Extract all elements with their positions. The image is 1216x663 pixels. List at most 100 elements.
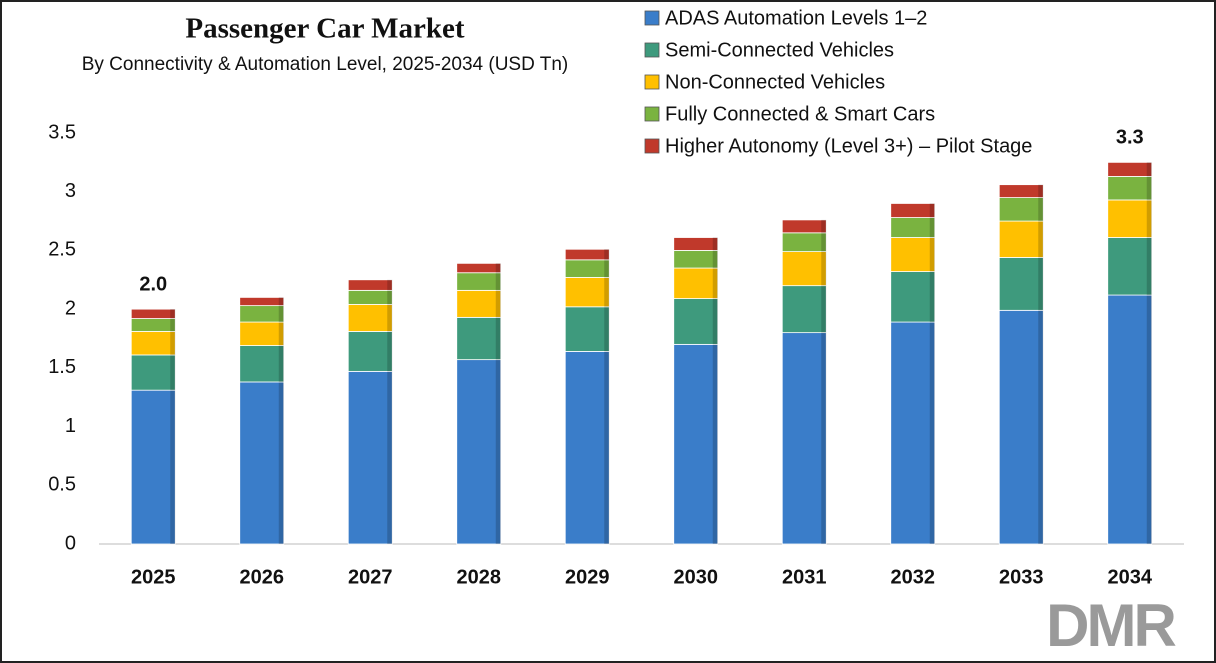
legend-swatch bbox=[644, 10, 660, 26]
bar-segment bbox=[347, 331, 393, 372]
bar-segment bbox=[130, 354, 176, 391]
bar-segment bbox=[1107, 294, 1153, 545]
y-tick-label: 2 bbox=[65, 297, 76, 319]
bar-shade bbox=[1146, 295, 1152, 544]
bar-shade bbox=[712, 268, 718, 299]
y-tick-label: 1.5 bbox=[48, 356, 76, 378]
bar-segment bbox=[239, 345, 285, 383]
bar-segment bbox=[781, 232, 827, 253]
bar-shade bbox=[821, 332, 827, 544]
bar-segment bbox=[130, 331, 176, 356]
bar-shade bbox=[1038, 310, 1044, 544]
bar-segment bbox=[890, 271, 936, 323]
bar-shade bbox=[1146, 162, 1152, 177]
total-label: 3.3 bbox=[1116, 127, 1144, 149]
x-tick-label: 2033 bbox=[999, 566, 1044, 588]
x-tick-label: 2030 bbox=[674, 566, 719, 588]
bar-shade bbox=[170, 390, 176, 544]
legend-label: Higher Autonomy (Level 3+) – Pilot Stage bbox=[665, 135, 1032, 157]
bar-segment bbox=[564, 306, 610, 352]
bar-shade bbox=[821, 285, 827, 333]
bar-shade bbox=[1038, 221, 1044, 258]
x-tick-label: 2025 bbox=[131, 566, 176, 588]
bar-segment bbox=[239, 296, 285, 307]
bar-segment bbox=[1107, 161, 1153, 177]
bar-segment bbox=[781, 251, 827, 287]
bar-segment bbox=[673, 298, 719, 345]
bar-segment bbox=[1107, 176, 1153, 201]
bar-shade bbox=[604, 351, 610, 544]
bar-shade bbox=[387, 279, 393, 291]
bar-shade bbox=[170, 354, 176, 391]
y-tick-label: 2.5 bbox=[48, 239, 76, 261]
bar-shade bbox=[1038, 184, 1044, 198]
bar-shade bbox=[170, 318, 176, 332]
bar-segment bbox=[347, 370, 393, 545]
bar-segment bbox=[239, 381, 285, 545]
bar-segment bbox=[673, 250, 719, 269]
bar-segment bbox=[347, 279, 393, 291]
bar-shade bbox=[929, 237, 935, 272]
bar-segment bbox=[890, 203, 936, 218]
y-tick-label: 0 bbox=[65, 532, 76, 554]
bar-shade bbox=[387, 304, 393, 332]
bar-segment bbox=[890, 321, 936, 545]
bar-shade bbox=[712, 250, 718, 269]
bar-segment bbox=[998, 184, 1044, 198]
logo: DMR bbox=[1046, 592, 1176, 659]
bar-segment bbox=[890, 217, 936, 238]
bar-segment bbox=[673, 343, 719, 545]
bar-segment bbox=[781, 332, 827, 545]
chart-subtitle: By Connectivity & Automation Level, 2025… bbox=[82, 54, 569, 75]
x-tick-label: 2029 bbox=[565, 566, 610, 588]
bar-segment bbox=[456, 316, 502, 361]
bar-shade bbox=[1146, 237, 1152, 296]
total-label: 2.0 bbox=[139, 273, 167, 295]
bar-shade bbox=[278, 345, 284, 382]
y-tick-label: 0.5 bbox=[48, 474, 76, 496]
bar-shade bbox=[170, 331, 176, 355]
bar-shade bbox=[278, 297, 284, 306]
legend-swatch bbox=[644, 138, 660, 154]
bar-segment bbox=[456, 272, 502, 291]
x-tick-label: 2027 bbox=[348, 566, 393, 588]
y-tick-label: 1 bbox=[65, 415, 76, 437]
bar-shade bbox=[495, 290, 501, 318]
bar-segment bbox=[890, 237, 936, 272]
bar-shade bbox=[929, 217, 935, 238]
bar-segment bbox=[347, 304, 393, 332]
bar-segment bbox=[456, 359, 502, 545]
bar-shade bbox=[604, 259, 610, 278]
x-tick-label: 2026 bbox=[240, 566, 285, 588]
bar-segment bbox=[781, 285, 827, 334]
bar-shade bbox=[495, 317, 501, 360]
bar-shade bbox=[712, 298, 718, 345]
x-tick-label: 2031 bbox=[782, 566, 827, 588]
bar-shade bbox=[495, 359, 501, 544]
y-tick-label: 3.5 bbox=[48, 121, 76, 143]
bar-shade bbox=[495, 272, 501, 291]
x-tick-label: 2032 bbox=[891, 566, 936, 588]
bar-shade bbox=[278, 305, 284, 323]
bar-shade bbox=[387, 371, 393, 544]
bar-shade bbox=[170, 309, 176, 319]
bar-shade bbox=[604, 277, 610, 307]
bar-segment bbox=[239, 321, 285, 346]
y-tick-label: 3 bbox=[65, 180, 76, 202]
bar-shade bbox=[387, 290, 393, 305]
bar-shade bbox=[495, 263, 501, 273]
bar-segment bbox=[781, 219, 827, 234]
bar-segment bbox=[456, 262, 502, 274]
legend-swatch bbox=[644, 42, 660, 58]
bar-segment bbox=[564, 248, 610, 261]
legend-label: Non-Connected Vehicles bbox=[665, 71, 885, 93]
bar-segment bbox=[1107, 237, 1153, 296]
bar-shade bbox=[821, 219, 827, 233]
bar-segment bbox=[564, 277, 610, 308]
bar-segment bbox=[998, 220, 1044, 258]
bar-segment bbox=[998, 257, 1044, 311]
bar-shade bbox=[1038, 257, 1044, 311]
legend-swatch bbox=[644, 106, 660, 122]
x-tick-label: 2034 bbox=[1108, 566, 1153, 588]
